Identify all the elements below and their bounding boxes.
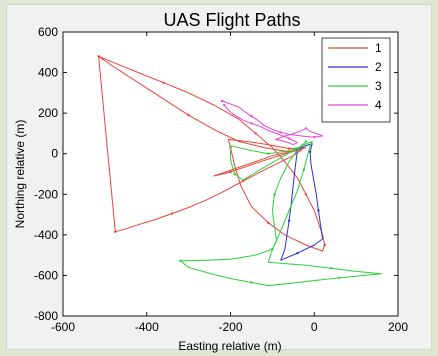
chart-title: UAS Flight Paths	[163, 10, 300, 30]
series-3-point	[233, 172, 236, 176]
y-axis-label: Northing relative (m)	[13, 120, 27, 229]
series-2-point	[287, 219, 291, 222]
series-4-point	[313, 135, 316, 139]
series-4-point	[275, 138, 278, 141]
series-1-point	[267, 221, 270, 224]
series-1-point	[241, 179, 245, 183]
series-1-point	[187, 114, 190, 117]
series-1-point	[287, 147, 291, 150]
x-axis-label: Easting relative (m)	[178, 339, 281, 353]
series-2-point	[308, 150, 312, 153]
series-2-point	[317, 209, 320, 212]
legend-label-1: 1	[375, 41, 382, 55]
legend-label-2: 2	[375, 60, 382, 74]
x-tick-label: -400	[135, 320, 159, 334]
legend-box	[321, 37, 391, 123]
series-4-point	[279, 131, 282, 134]
series-1-point	[114, 230, 117, 233]
series-3-point	[271, 247, 274, 251]
series-4-point	[304, 127, 308, 130]
series-3-point	[267, 152, 270, 155]
x-ticks: -600 -400 -200 0 200	[51, 32, 408, 334]
series-1-point	[323, 243, 326, 247]
series-3-point	[302, 168, 305, 172]
series-group	[97, 55, 382, 287]
y-tick-label: 0	[51, 147, 58, 161]
x-tick-label: 0	[311, 320, 318, 334]
series-1-point	[97, 55, 100, 58]
legend-label-3: 3	[375, 79, 382, 93]
series-4-point	[220, 99, 224, 103]
series-3-point	[300, 144, 303, 147]
y-tick-label: 600	[38, 25, 58, 39]
legend-label-4: 4	[375, 98, 382, 112]
x-tick-label: -600	[51, 320, 75, 334]
y-ticks: 600 400 200 0 -200 -400 -600 -800	[34, 25, 398, 323]
series-3-point	[329, 267, 333, 270]
series-3-point	[304, 140, 308, 143]
series-3-point	[338, 276, 341, 280]
legend: 1 2 3 4	[321, 37, 391, 123]
series-3-point	[179, 259, 182, 262]
y-tick-label: -400	[34, 228, 58, 242]
series-1-point	[229, 170, 232, 174]
series-4-point	[250, 122, 253, 125]
series-1-point	[170, 212, 174, 215]
series-2-point	[296, 251, 299, 255]
y-tick-label: -800	[34, 309, 58, 323]
x-tick-label: -200	[218, 320, 242, 334]
series-1-point	[162, 81, 165, 84]
series-4-point	[250, 115, 253, 118]
series-1-point	[254, 132, 257, 135]
x-tick-label: 200	[388, 320, 408, 334]
y-tick-label: -600	[34, 268, 58, 282]
y-tick-label: 200	[38, 106, 58, 120]
y-tick-label: 400	[38, 66, 58, 80]
series-4-point	[223, 103, 226, 107]
series-3-line	[179, 141, 382, 287]
series-4-point	[287, 137, 291, 140]
series-3-point	[273, 193, 276, 196]
series-1-point	[304, 193, 308, 196]
y-tick-label: -200	[34, 187, 58, 201]
series-3-point	[250, 281, 253, 284]
